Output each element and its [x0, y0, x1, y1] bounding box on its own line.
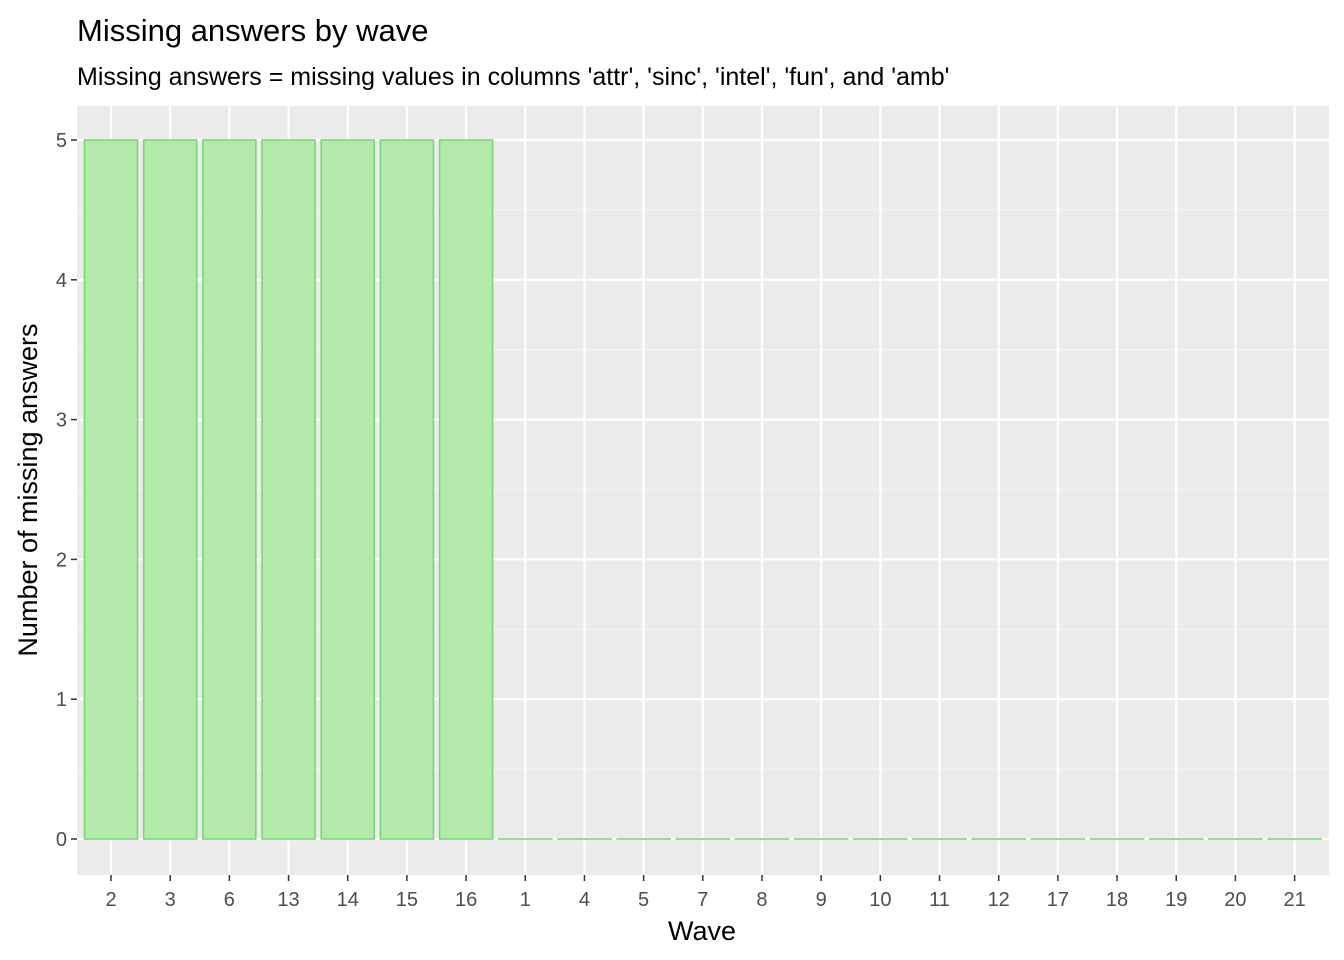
x-tick-label: 8 [756, 889, 767, 911]
y-axis: 0 1 2 3 4 5 [56, 130, 77, 851]
x-tick-label: 12 [988, 889, 1010, 911]
x-tick-label: 18 [1106, 889, 1128, 911]
chart-title: Missing answers by wave [77, 13, 428, 48]
bar [142, 139, 198, 840]
bar [320, 139, 376, 840]
x-tick-label: 1 [520, 889, 531, 911]
x-tick-label: 17 [1047, 889, 1069, 911]
x-tick-label: 10 [869, 889, 891, 911]
bar [438, 139, 494, 840]
x-tick-label: 4 [579, 889, 590, 911]
bar [83, 139, 139, 840]
bar [202, 139, 257, 840]
y-tick-label: 4 [56, 270, 67, 292]
x-tick-label: 15 [396, 889, 418, 911]
x-tick-label: 14 [337, 889, 359, 911]
bar [261, 139, 316, 840]
x-tick-label: 9 [816, 889, 827, 911]
chart-subtitle: Missing answers = missing values in colu… [77, 63, 949, 91]
bars [83, 139, 1322, 840]
bar [379, 139, 435, 840]
y-tick-label: 2 [56, 549, 67, 571]
y-tick-label: 3 [56, 410, 67, 432]
x-tick-label: 2 [105, 889, 116, 911]
x-tick-label: 21 [1283, 889, 1305, 911]
x-tick-label: 20 [1224, 889, 1246, 911]
y-tick-label: 1 [56, 689, 67, 711]
x-tick-label: 6 [224, 889, 235, 911]
x-axis: 2 3 6 13 14 15 16 1 4 5 7 8 9 10 11 12 17 18 19 20 21 [105, 875, 1306, 911]
y-axis-title: Number of missing answers [13, 323, 43, 656]
x-tick-label: 13 [277, 889, 299, 911]
x-tick-label: 19 [1165, 889, 1187, 911]
x-tick-label: 5 [638, 889, 649, 911]
x-tick-label: 7 [697, 889, 708, 911]
x-tick-label: 3 [165, 889, 176, 911]
x-tick-label: 16 [455, 889, 477, 911]
y-tick-label: 0 [56, 829, 67, 851]
x-tick-label: 11 [929, 889, 950, 911]
x-axis-title: Wave [668, 916, 736, 946]
y-tick-label: 5 [56, 130, 67, 152]
